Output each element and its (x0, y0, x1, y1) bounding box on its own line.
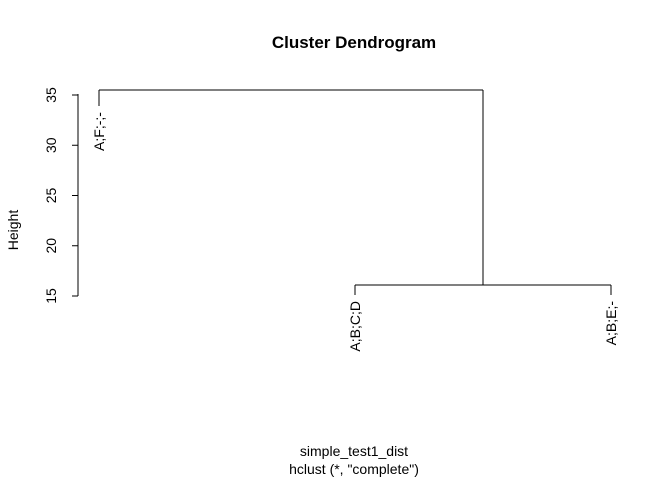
x-axis-label: simple_test1_dist (300, 443, 408, 459)
y-tick-label: 15 (43, 288, 59, 304)
y-tick-label: 20 (43, 238, 59, 254)
y-axis: 15 20 25 30 35 Height (5, 87, 79, 304)
leaf-label: A;B;C;D (347, 301, 363, 352)
leaf-label: A;B;E;- (603, 301, 619, 346)
leaf-label: A;F;-;- (91, 112, 107, 151)
y-axis-label: Height (5, 210, 21, 251)
leaf-labels: A;F;-;- A;B;C;D A;B;E;- (91, 112, 619, 352)
y-tick-label: 35 (43, 87, 59, 103)
y-tick-label: 25 (43, 188, 59, 204)
method-subtitle: hclust (*, "complete") (289, 461, 419, 477)
chart-title: Cluster Dendrogram (272, 33, 436, 52)
dendrogram-tree (98, 89, 612, 295)
y-tick-label: 30 (43, 137, 59, 153)
